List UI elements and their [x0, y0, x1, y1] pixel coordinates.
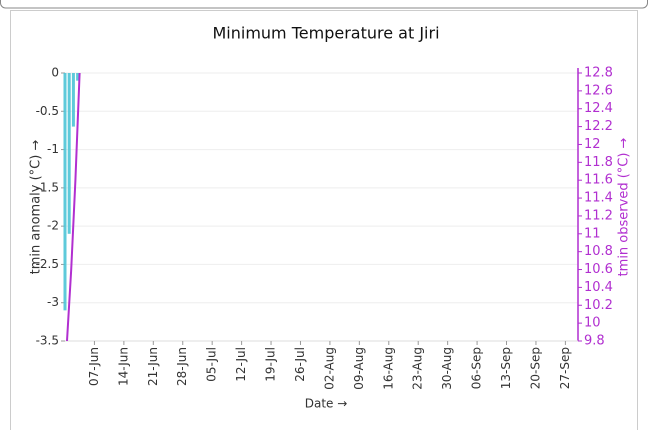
y2-tick-label: 10.2: [584, 298, 613, 313]
y2-tick-label: 11.2: [584, 208, 613, 223]
y-tick-label: -3: [47, 295, 59, 309]
y2-tick-label: 9.8: [584, 334, 605, 349]
y2-axis-label: tmin observed (°C) →: [617, 137, 632, 276]
x-tick-label: 02-Aug: [322, 347, 336, 390]
y2-tick-label: 12.2: [584, 119, 613, 134]
y2-tick-label: 10.6: [584, 262, 613, 277]
top-frame: [0, 0, 648, 9]
x-tick-label: 16-Aug: [381, 347, 395, 390]
x-tick-label: 23-Aug: [411, 347, 425, 390]
x-tick-label: 06-Sep: [470, 347, 484, 389]
y2-tick-label: 10.8: [584, 244, 613, 259]
x-axis-label: Date →: [305, 397, 348, 411]
y2-tick-label: 12.4: [584, 101, 613, 116]
y-tick-label: -2: [47, 219, 59, 233]
y-axis-label: tmin anomaly (°C) →: [29, 140, 44, 275]
x-tick-label: 27-Sep: [558, 347, 572, 389]
x-tick-label: 26-Jul: [293, 347, 307, 382]
x-tick-label: 09-Aug: [352, 347, 366, 390]
x-tick-label: 14-Jun: [116, 347, 130, 386]
x-tick-label: 30-Aug: [440, 347, 454, 390]
bar: [76, 73, 80, 81]
y-tick-label: -1: [47, 142, 59, 156]
x-tick-label: 19-Jul: [264, 347, 278, 382]
y2-tick-label: 11.4: [584, 191, 613, 206]
y2-tick-label: 12: [584, 137, 601, 152]
bar: [67, 73, 71, 234]
y2-tick-label: 10.4: [584, 280, 613, 295]
y2-tick-label: 12.8: [584, 66, 613, 81]
y2-tick-label: 10: [584, 316, 601, 331]
line: [66, 72, 81, 342]
bar: [63, 73, 67, 311]
x-tick-label: 21-Jun: [146, 347, 160, 386]
y2-tick-label: 11.8: [584, 155, 613, 170]
chart-title: Minimum Temperature at Jiri: [212, 24, 439, 43]
y-tick-label: -3.5: [36, 334, 59, 348]
x-tick-label: 20-Sep: [528, 347, 542, 389]
y2-tick-label: 12.6: [584, 83, 613, 98]
x-tick-label: 28-Jun: [175, 347, 189, 386]
y-tick-label: -1.5: [36, 180, 59, 194]
x-tick-label: 05-Jul: [205, 347, 219, 382]
x-tick-label: 13-Sep: [499, 347, 513, 389]
x-tick-label: 12-Jul: [234, 347, 248, 382]
x-tick-label: 07-Jun: [87, 347, 101, 386]
bar: [71, 73, 75, 127]
y-tick-label: -2.5: [36, 257, 59, 271]
y-tick-label: 0: [51, 66, 59, 80]
y2-tick-label: 11.6: [584, 173, 613, 188]
card: [10, 10, 638, 430]
y2-tick-label: 11: [584, 226, 601, 241]
y-tick-label: -0.5: [36, 104, 59, 118]
